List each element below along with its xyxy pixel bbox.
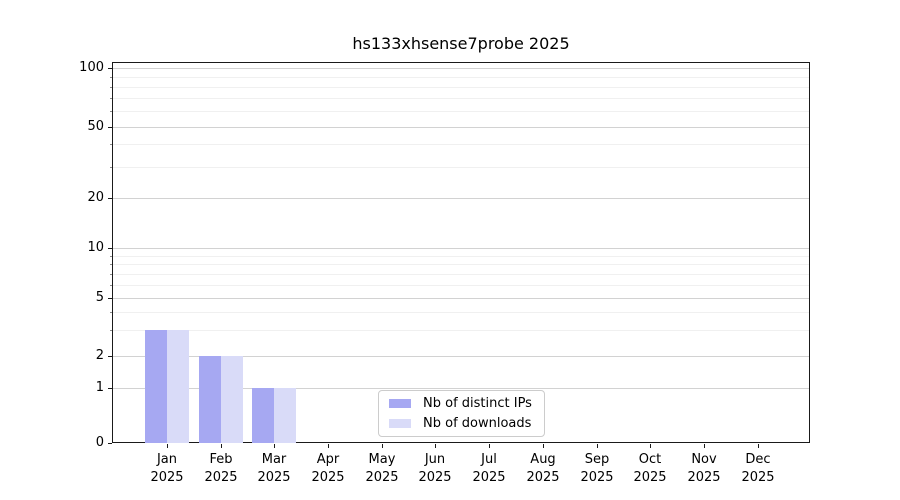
gridline-minor <box>113 285 809 286</box>
x-axis-tick <box>758 444 759 448</box>
y-tick-label: 0 <box>95 435 104 450</box>
x-tick-label: Mar 2025 <box>257 452 291 485</box>
x-axis-tick <box>435 444 436 448</box>
y-axis-minor-tick <box>110 87 112 88</box>
plot-area <box>112 62 810 443</box>
y-axis-minor-tick <box>110 77 112 78</box>
gridline-minor <box>113 312 809 313</box>
gridline-minor <box>113 111 809 112</box>
y-axis-minor-tick <box>110 264 112 265</box>
y-tick-label: 20 <box>87 190 104 205</box>
gridline-minor <box>113 330 809 331</box>
y-axis-minor-tick <box>110 144 112 145</box>
x-tick-label: Jul 2025 <box>472 452 506 485</box>
y-tick-label: 10 <box>87 240 104 255</box>
x-tick-label: Jan 2025 <box>150 452 184 485</box>
gridline-major <box>113 298 809 299</box>
gridline-minor <box>113 77 809 78</box>
bar-nb-of-distinct-ips-jan <box>145 330 167 443</box>
bar-nb-of-distinct-ips-mar <box>252 388 274 443</box>
gridline-major <box>113 198 809 199</box>
x-axis-tick <box>328 444 329 448</box>
x-tick-label: Dec 2025 <box>741 452 775 485</box>
y-tick-label: 5 <box>95 290 104 305</box>
y-axis-minor-tick <box>110 167 112 168</box>
x-tick-label: May 2025 <box>365 452 399 485</box>
legend-item-downloads: Nb of downloads <box>389 415 534 432</box>
y-axis-minor-tick <box>110 285 112 286</box>
gridline-minor <box>113 87 809 88</box>
x-axis-tick <box>704 444 705 448</box>
gridline-major <box>113 127 809 128</box>
bar-nb-of-downloads-jan <box>167 330 189 443</box>
gridline-major <box>113 388 809 389</box>
y-axis-tick <box>108 356 112 357</box>
gridline-major <box>113 248 809 249</box>
x-tick-label: Feb 2025 <box>204 452 238 485</box>
bar-nb-of-downloads-mar <box>274 388 296 443</box>
y-axis-minor-tick <box>110 111 112 112</box>
y-axis-minor-tick <box>110 274 112 275</box>
y-axis-tick <box>108 198 112 199</box>
y-axis-minor-tick <box>110 330 112 331</box>
x-tick-label: Sep 2025 <box>580 452 614 485</box>
legend-item-distinct-ips: Nb of distinct IPs <box>389 395 534 412</box>
y-tick-label: 1 <box>95 380 104 395</box>
x-axis-tick <box>489 444 490 448</box>
legend-swatch-distinct-ips <box>389 399 411 408</box>
gridline-minor <box>113 256 809 257</box>
x-axis-tick <box>382 444 383 448</box>
x-axis-tick <box>221 444 222 448</box>
y-axis-tick <box>108 127 112 128</box>
gridline-minor <box>113 274 809 275</box>
y-axis-minor-tick <box>110 256 112 257</box>
x-axis-tick <box>650 444 651 448</box>
x-tick-label: Aug 2025 <box>526 452 560 485</box>
gridline-major <box>113 68 809 69</box>
chart-title: hs133xhsense7probe 2025 <box>352 34 570 53</box>
y-axis-tick <box>108 388 112 389</box>
legend-label-downloads: Nb of downloads <box>423 416 532 431</box>
gridline-minor <box>113 98 809 99</box>
y-tick-label: 100 <box>79 60 104 75</box>
y-tick-label: 50 <box>87 119 104 134</box>
y-axis-tick <box>108 248 112 249</box>
gridline-minor <box>113 264 809 265</box>
y-axis-tick <box>108 68 112 69</box>
legend-label-distinct-ips: Nb of distinct IPs <box>423 396 532 411</box>
x-axis-tick <box>167 444 168 448</box>
y-axis-minor-tick <box>110 312 112 313</box>
gridline-major <box>113 356 809 357</box>
gridline-minor <box>113 167 809 168</box>
x-tick-label: Jun 2025 <box>418 452 452 485</box>
bar-nb-of-downloads-feb <box>221 356 243 443</box>
y-axis-tick <box>108 298 112 299</box>
y-tick-label: 2 <box>95 348 104 363</box>
legend: Nb of distinct IPs Nb of downloads <box>378 390 545 437</box>
y-axis-tick <box>108 443 112 444</box>
x-axis-tick <box>597 444 598 448</box>
x-axis-tick <box>543 444 544 448</box>
legend-swatch-downloads <box>389 419 411 428</box>
gridline-minor <box>113 144 809 145</box>
x-tick-label: Oct 2025 <box>633 452 667 485</box>
x-tick-label: Apr 2025 <box>311 452 345 485</box>
x-tick-label: Nov 2025 <box>687 452 721 485</box>
x-axis-tick <box>274 444 275 448</box>
y-axis-minor-tick <box>110 98 112 99</box>
bar-nb-of-distinct-ips-feb <box>199 356 221 443</box>
